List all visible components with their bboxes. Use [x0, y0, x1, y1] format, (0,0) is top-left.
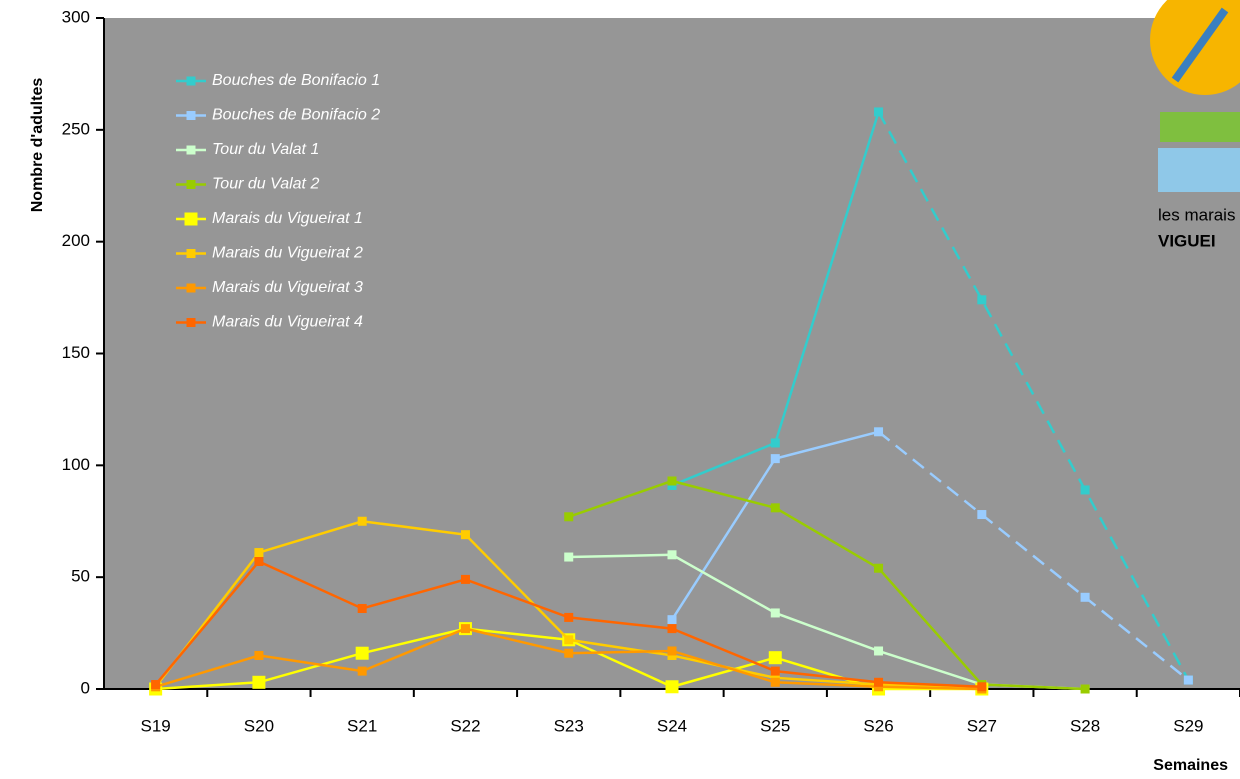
marker	[564, 553, 573, 562]
marker	[356, 647, 369, 660]
marker	[668, 476, 677, 485]
marker	[358, 604, 367, 613]
marker	[564, 512, 573, 521]
marker	[1081, 685, 1090, 694]
x-axis-title: Semaines	[1153, 757, 1228, 774]
y-tick-label: 200	[62, 231, 90, 250]
marker	[1081, 485, 1090, 494]
y-tick-label: 50	[71, 567, 90, 586]
legend-label: Tour du Valat 2	[212, 176, 319, 193]
marker	[771, 438, 780, 447]
logo-grass	[1160, 112, 1240, 142]
y-axis-title: Nombre d'adultes	[29, 78, 46, 213]
y-tick-label: 300	[62, 7, 90, 26]
legend-label: Marais du Vigueirat 2	[212, 245, 363, 262]
marker	[1081, 593, 1090, 602]
y-tick-label: 0	[81, 678, 90, 697]
x-tick-label: S28	[1070, 716, 1100, 735]
marker	[769, 651, 782, 664]
marker	[874, 427, 883, 436]
logo: les marais VIGUEI	[1150, 0, 1240, 250]
legend-marker	[187, 284, 196, 293]
marker	[977, 295, 986, 304]
logo-water	[1158, 148, 1240, 192]
legend-marker	[187, 146, 196, 155]
marker	[252, 676, 265, 689]
marker	[151, 680, 160, 689]
legend-marker	[187, 318, 196, 327]
x-tick-label: S20	[244, 716, 274, 735]
marker	[254, 548, 263, 557]
logo-text: VIGUEI	[1158, 231, 1216, 250]
x-tick-label: S29	[1173, 716, 1203, 735]
marker	[666, 680, 679, 693]
y-tick-label: 150	[62, 343, 90, 362]
x-tick-label: S24	[657, 716, 687, 735]
legend-marker	[187, 77, 196, 86]
legend-label: Bouches de Bonifacio 2	[212, 107, 380, 124]
marker	[874, 678, 883, 687]
marker	[461, 530, 470, 539]
legend-label: Bouches de Bonifacio 1	[212, 72, 380, 89]
marker	[254, 651, 263, 660]
marker	[461, 624, 470, 633]
x-tick-label: S26	[863, 716, 893, 735]
marker	[564, 635, 573, 644]
legend-label: Marais du Vigueirat 3	[212, 279, 363, 296]
legend-label: Tour du Valat 1	[212, 141, 319, 158]
logo-text: les marais	[1158, 205, 1235, 224]
legend-label: Marais du Vigueirat 1	[212, 210, 363, 227]
x-tick-label: S23	[554, 716, 584, 735]
marker	[668, 624, 677, 633]
y-tick-label: 250	[62, 119, 90, 138]
marker	[771, 608, 780, 617]
marker	[977, 510, 986, 519]
y-tick-label: 100	[62, 455, 90, 474]
marker	[668, 615, 677, 624]
x-tick-label: S19	[141, 716, 171, 735]
marker	[874, 646, 883, 655]
legend-marker	[187, 111, 196, 120]
marker	[771, 667, 780, 676]
chart: Nombre d'adultes Semaines les marais VIGU…	[0, 0, 1240, 779]
marker	[771, 454, 780, 463]
marker	[977, 682, 986, 691]
x-tick-label: S25	[760, 716, 790, 735]
marker	[254, 557, 263, 566]
legend-label: Marais du Vigueirat 4	[212, 314, 363, 331]
marker	[358, 667, 367, 676]
marker	[1184, 676, 1193, 685]
marker	[771, 503, 780, 512]
marker	[668, 550, 677, 559]
x-tick-label: S22	[450, 716, 480, 735]
marker	[564, 613, 573, 622]
legend-marker	[187, 249, 196, 258]
x-tick-label: S27	[967, 716, 997, 735]
marker	[461, 575, 470, 584]
legend-marker	[187, 180, 196, 189]
marker	[771, 678, 780, 687]
marker	[564, 649, 573, 658]
x-tick-label: S21	[347, 716, 377, 735]
marker	[874, 564, 883, 573]
marker	[668, 646, 677, 655]
marker	[358, 517, 367, 526]
legend-marker	[185, 213, 198, 226]
marker	[874, 107, 883, 116]
